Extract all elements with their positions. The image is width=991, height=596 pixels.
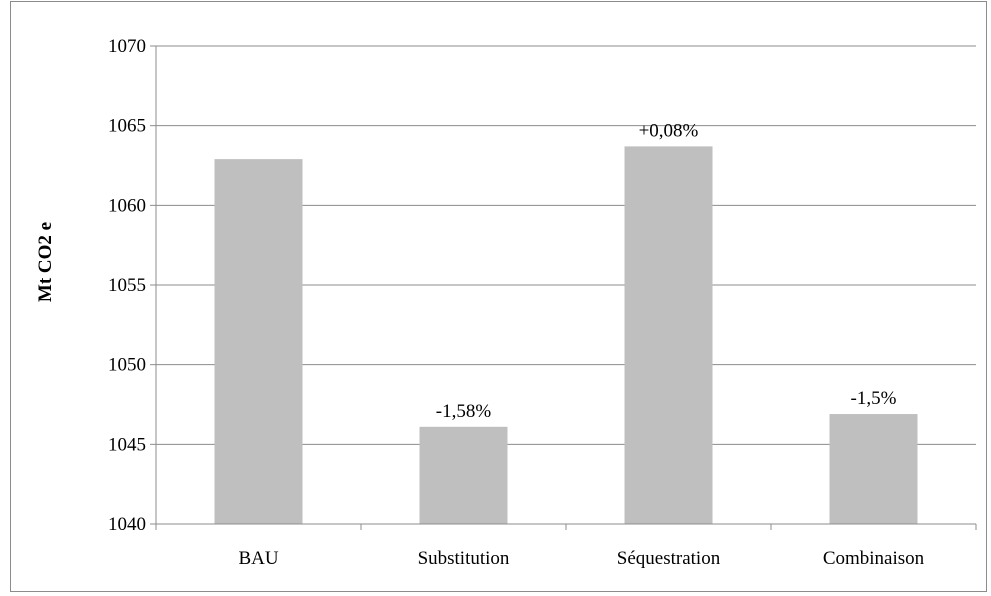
data-label: -1,5%: [851, 388, 897, 409]
y-tick-label: 1065: [108, 116, 146, 137]
bar-chart: 1040 1045 1050 1055 1060 1065 1070 BAU Substitut…: [35, 36, 977, 569]
data-label: -1,58%: [436, 401, 492, 422]
bar: [214, 159, 303, 525]
bar: [624, 146, 713, 524]
labels: 1040 1045 1050 1055 1060 1065 1070 BAU Substitut…: [108, 36, 925, 569]
y-tick-label: 1040: [108, 514, 146, 535]
x-category-label: Combinaison: [823, 548, 925, 569]
bar: [419, 426, 508, 524]
x-category-label: Substitution: [418, 548, 510, 569]
data-label: +0,08%: [639, 120, 699, 141]
axes: [150, 45, 977, 530]
y-tick-label: 1055: [108, 275, 146, 296]
bars: [214, 146, 918, 525]
y-tick-label: 1050: [108, 355, 146, 376]
x-category-label: Séquestration: [617, 548, 721, 569]
y-tick-label: 1045: [108, 434, 146, 455]
y-tick-label: 1070: [108, 36, 146, 57]
bar: [829, 414, 918, 524]
y-axis-title: Mt CO2 e: [35, 222, 56, 302]
x-category-label: BAU: [238, 548, 278, 569]
y-tick-label: 1060: [108, 195, 146, 216]
chart-frame: 1040 1045 1050 1055 1060 1065 1070 BAU Substitut…: [10, 1, 987, 592]
